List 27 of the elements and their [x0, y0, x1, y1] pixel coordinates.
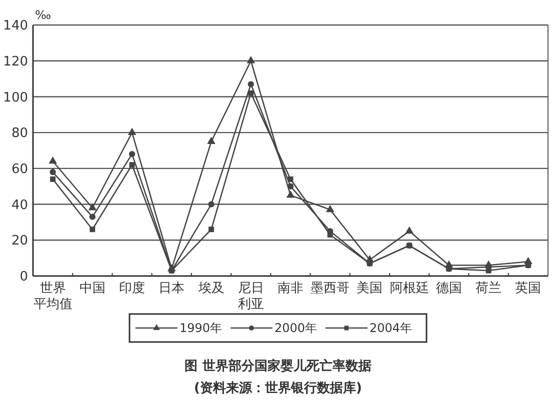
y-axis-title: ‰: [35, 8, 52, 22]
x-tick-label: 德国: [436, 281, 462, 296]
y-tick-label: 120: [3, 54, 28, 70]
x-tick-label: 英国: [515, 281, 542, 296]
y-tick-label: 100: [3, 90, 28, 106]
x-tick-label: 日本: [158, 281, 185, 296]
text: (资料来源：世界银行数据库): [194, 380, 362, 396]
x-tick-label: 荷兰: [476, 281, 502, 296]
x-tick-label: 阿根廷: [390, 281, 429, 296]
x-tick-label: 印度: [119, 280, 146, 296]
legend-label: 1990年: [180, 321, 222, 336]
legend-label: 2004年: [370, 321, 412, 336]
y-tick-label: 140: [3, 18, 28, 34]
y-tick-label: 40: [11, 198, 28, 213]
x-tick-label: 尼日利亚: [238, 281, 264, 312]
y-tick-label: 60: [11, 162, 28, 177]
x-tick-label: 中国: [79, 281, 106, 296]
x-tick-label: 美国: [356, 280, 383, 296]
legend-label: 2000年: [274, 321, 318, 336]
x-tick-label: 世界平均值: [33, 281, 72, 312]
text: 图 世界部分国家婴儿死亡率数据: [184, 358, 372, 374]
x-tick-label: 墨西哥: [310, 281, 350, 296]
x-tick-label: 南非: [278, 281, 304, 296]
y-tick-label: 20: [11, 234, 28, 249]
x-tick-label: 埃及: [197, 281, 224, 296]
y-tick-label: 80: [11, 126, 28, 142]
y-tick-label: 0: [20, 270, 28, 285]
